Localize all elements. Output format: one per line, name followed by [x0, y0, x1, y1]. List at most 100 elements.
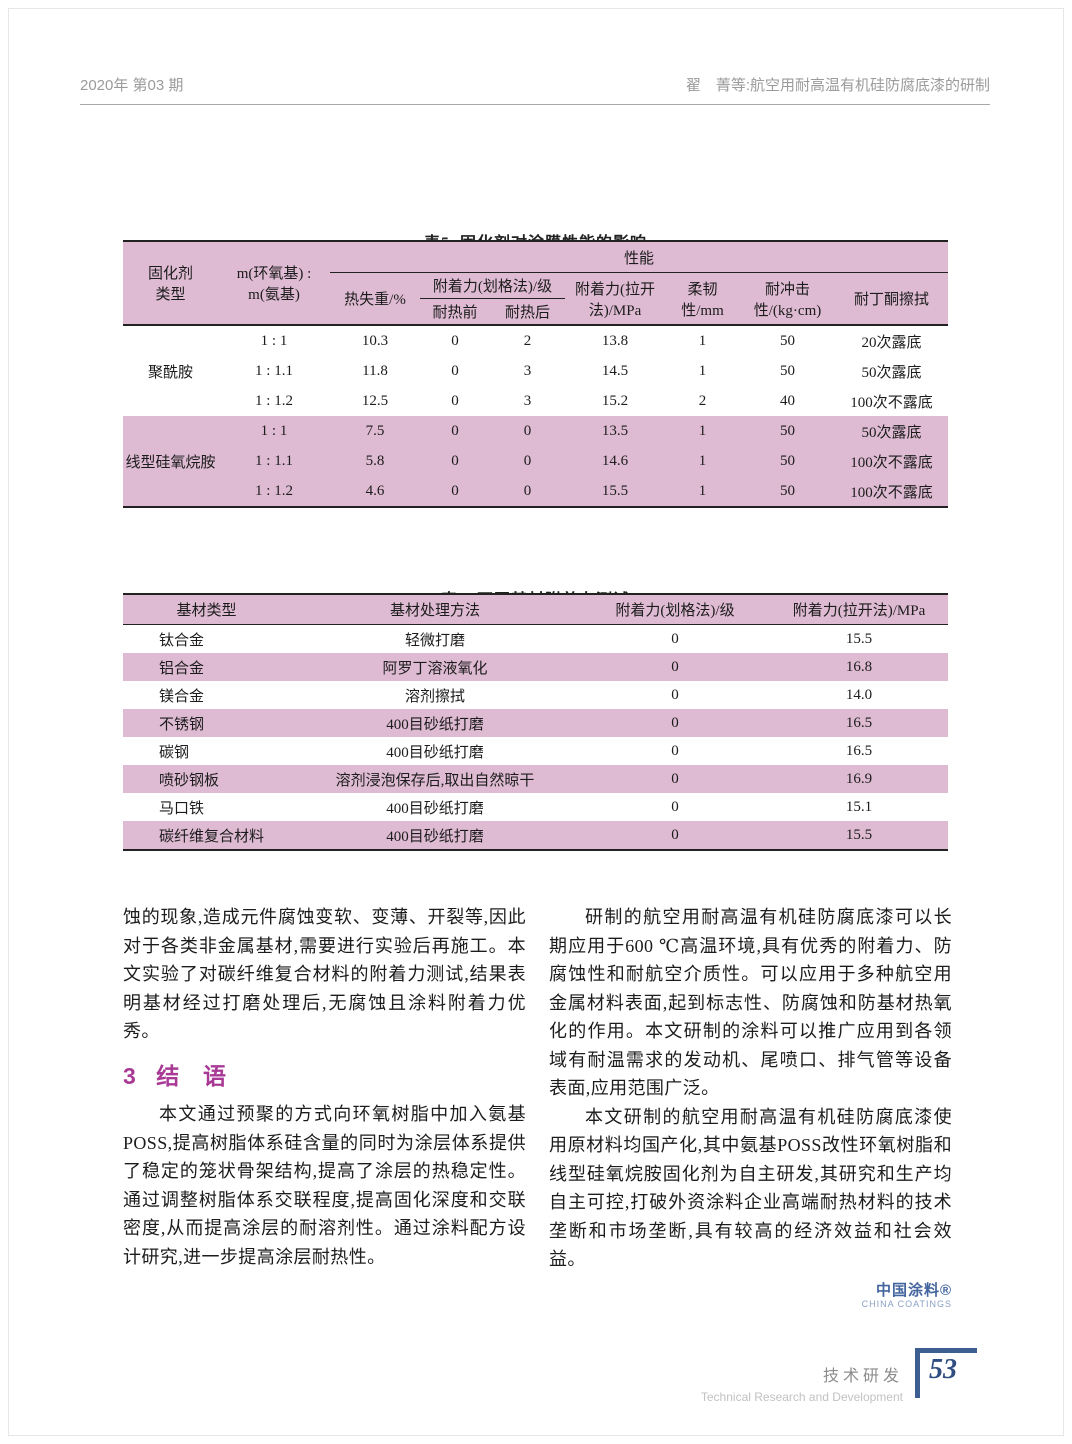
table6-header-treatment: 基材处理方法 — [290, 594, 580, 625]
table5: 固化剂类型 m(环氧基) : m(氨基) 性能 热失重/% 附着力(划格法)/级… — [123, 240, 948, 508]
table-cell: 10.3 — [361, 332, 389, 349]
table-row: 马口铁 400目砂纸打磨 0 15.1 — [123, 793, 948, 821]
table-cell: 钛合金 — [159, 632, 205, 649]
table-cell: 13.5 — [565, 416, 665, 446]
table5-header-performance: 性能 — [330, 241, 948, 273]
table-cell: 0 — [490, 476, 565, 507]
table-cell: 100次不露底 — [835, 476, 948, 507]
table-row: 聚酰胺 1 : 1 10.3 0 2 13.8 1 50 20次露底 — [123, 325, 948, 381]
table-cell: 1 : 1.2 — [255, 392, 293, 409]
table-row: 1 : 1.1 5.8 0 0 14.6 1 50 100次不露底 — [123, 446, 948, 476]
table-cell: 4.6 — [330, 476, 420, 507]
table-cell: 14.6 — [565, 446, 665, 476]
page-number: 53 — [929, 1354, 957, 1385]
table-cell: 0 — [671, 742, 679, 759]
table-cell: 400目砂纸打磨 — [386, 800, 484, 817]
table-cell: 溶剂擦拭 — [404, 688, 465, 705]
table-cell: 0 — [451, 362, 459, 379]
table-cell: 马口铁 — [159, 800, 205, 817]
running-head: 2020年 第03 期 翟 菁等:航空用耐高温有机硅防腐底漆的研制 — [80, 74, 990, 105]
table5-header-adhesion-pulloff: 附着力(拉开法)/MPa — [565, 272, 665, 326]
table5-header-thermal-loss: 热失重/% — [330, 272, 420, 326]
table-row: 不锈钢 400目砂纸打磨 0 16.5 — [123, 709, 948, 737]
table-cell: 13.8 — [601, 332, 629, 349]
right-column: 研制的航空用耐高温有机硅防腐底漆可以长期应用于600 ℃高温环境,具有优秀的附着… — [549, 903, 952, 1309]
table-cell: 0 — [671, 798, 679, 815]
table-cell: 50 — [740, 446, 835, 476]
article-title-runhead: 翟 菁等:航空用耐高温有机硅防腐底漆的研制 — [685, 77, 990, 94]
logo-cn-text: 中国涂料® — [875, 1281, 952, 1299]
table-cell: 14.0 — [845, 686, 873, 703]
table-cell: 0 — [671, 630, 679, 647]
table-cell: 1 : 1.1 — [218, 446, 330, 476]
table-row: 镁合金 溶剂擦拭 0 14.0 — [123, 681, 948, 709]
table5-header-adhesion-crosscut: 附着力(划格法)/级 — [420, 272, 565, 299]
table-cell: 400目砂纸打磨 — [386, 744, 484, 761]
table-cell: 阿罗丁溶液氧化 — [290, 653, 580, 681]
table-cell: 0 — [580, 765, 770, 793]
table-cell: 16.9 — [770, 765, 948, 793]
table-cell: 铝合金 — [123, 653, 290, 681]
table-cell: 轻微打磨 — [404, 632, 465, 649]
china-coatings-logo: 中国涂料® CHINA COATINGS — [549, 1282, 952, 1310]
table6-header-substrate: 基材类型 — [123, 594, 290, 625]
table-cell: 50 — [780, 332, 795, 349]
table-cell: 喷砂钢板 — [123, 765, 290, 793]
table-cell: 50次露底 — [861, 364, 922, 381]
table-cell: 0 — [671, 686, 679, 703]
table-cell: 11.8 — [362, 362, 388, 379]
table-cell: 2 — [698, 392, 707, 409]
table-cell: 3 — [523, 362, 532, 379]
table-cell: 2 — [523, 332, 532, 349]
table-cell: 400目砂纸打磨 — [290, 821, 580, 850]
table-cell: 16.8 — [770, 653, 948, 681]
table-cell: 16.5 — [770, 709, 948, 737]
table-cell: 碳钢 — [159, 744, 190, 761]
table-cell: 12.5 — [361, 392, 389, 409]
table5-header-ratio: m(环氧基) : m(氨基) — [218, 241, 330, 326]
table-cell: 7.5 — [330, 416, 420, 446]
table-cell: 20次露底 — [861, 334, 922, 351]
table-cell: 50 — [740, 416, 835, 446]
table5-header-mek-rub: 耐丁酮擦拭 — [835, 272, 948, 326]
table-cell: 50次露底 — [835, 416, 948, 446]
table-cell: 1 — [665, 416, 740, 446]
group-label-polyamide: 聚酰胺 — [147, 364, 193, 381]
table-cell: 碳纤维复合材料 — [123, 821, 290, 850]
table6: 基材类型 基材处理方法 附着力(划格法)/级 附着力(拉开法)/MPa 钛合金 … — [123, 593, 948, 851]
table-row: 1 : 1.2 12.5 0 3 15.2 2 40 100次不露底 — [123, 386, 948, 416]
footer-section-label: 技术研发 Technical Research and Development — [701, 1348, 903, 1404]
section-heading-conclusion: 3 结 语 — [123, 1062, 526, 1091]
section-title: 结 语 — [156, 1062, 227, 1089]
table-cell: 1 : 1.2 — [218, 476, 330, 507]
logo-en-text: CHINA COATINGS — [861, 1298, 952, 1309]
group-label-siloxane-amine: 线型硅氧烷胺 — [123, 416, 218, 507]
table-cell: 100次不露底 — [850, 394, 933, 411]
section-number: 3 — [123, 1062, 137, 1089]
table-cell: 不锈钢 — [123, 709, 290, 737]
table-cell: 0 — [420, 416, 490, 446]
table-cell: 1 : 1 — [218, 416, 330, 446]
table-row: 碳钢 400目砂纸打磨 0 16.5 — [123, 737, 948, 765]
left-column: 蚀的现象,造成元件腐蚀变软、变薄、开裂等,因此对于各类非金属基材,需要进行实验后… — [123, 903, 526, 1309]
table-cell: 0 — [490, 446, 565, 476]
table-cell: 溶剂浸泡保存后,取出自然晾干 — [290, 765, 580, 793]
table5-header-after-heat: 耐热后 — [490, 298, 565, 326]
table-cell: 镁合金 — [159, 688, 205, 705]
table-cell: 15.5 — [565, 476, 665, 507]
table-row: 钛合金 轻微打磨 0 15.5 — [123, 625, 948, 654]
table-cell: 0 — [580, 709, 770, 737]
paragraph: 本文通过预聚的方式向环氧树脂中加入氨基POSS,提高树脂体系硅含量的同时为涂层体… — [123, 1104, 526, 1267]
table-cell: 5.8 — [330, 446, 420, 476]
table-cell: 15.5 — [770, 821, 948, 850]
table-cell: 15.1 — [845, 798, 873, 815]
table-cell: 0 — [451, 392, 459, 409]
table-cell: 1 : 1 — [260, 332, 288, 349]
table-cell: 0 — [420, 446, 490, 476]
table-cell: 0 — [580, 821, 770, 850]
table-row: 碳纤维复合材料 400目砂纸打磨 0 15.5 — [123, 821, 948, 850]
table-cell: 3 — [523, 392, 532, 409]
table-row: 1 : 1.2 4.6 0 0 15.5 1 50 100次不露底 — [123, 476, 948, 507]
table-cell: 15.2 — [601, 392, 629, 409]
table-cell: 1 — [665, 446, 740, 476]
